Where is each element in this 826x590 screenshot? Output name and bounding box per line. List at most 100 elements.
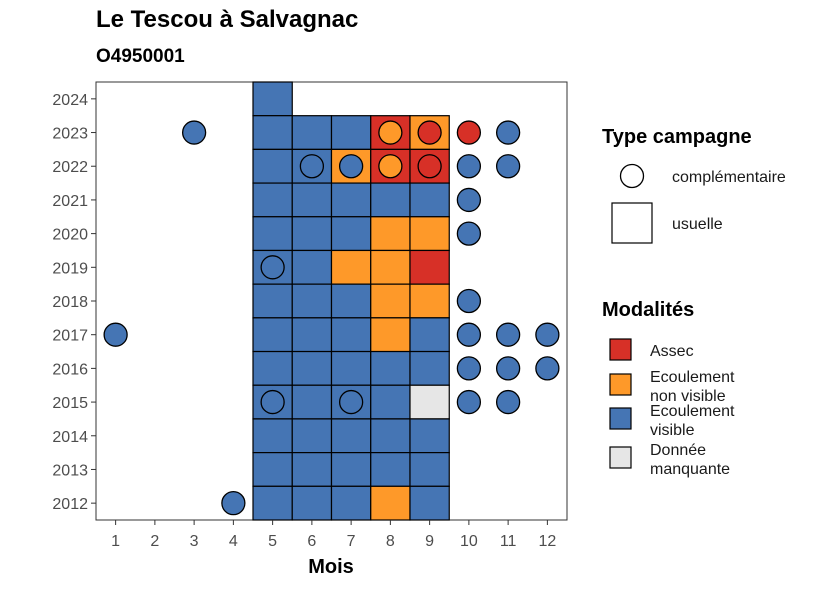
tile-usuelle-2021-7 (330, 182, 372, 218)
y-tick-label: 2012 (52, 496, 88, 513)
x-tick-label: 6 (307, 533, 316, 550)
tile-usuelle-2021-5 (252, 182, 293, 218)
tile-usuelle-2021-9 (409, 182, 450, 218)
tile-usuelle-2017-5 (252, 317, 293, 353)
tile-usuelle-2014-9 (409, 418, 450, 454)
x-tick-label: 10 (460, 533, 478, 550)
tile-usuelle-2012-9 (409, 485, 450, 521)
tile-usuelle-2023-7 (330, 115, 372, 150)
tile-usuelle-2012-6 (291, 485, 333, 521)
legend-key-1 (609, 373, 632, 396)
tile-usuelle-2020-9 (409, 216, 450, 252)
y-tick-label: 2014 (52, 429, 88, 446)
tile-usuelle-2017-9 (409, 317, 450, 353)
tile-usuelle-2012-5 (252, 485, 293, 521)
tile-usuelle-2016-7 (330, 350, 372, 386)
legend: Type campagne complémentaire usuelle Modali… (602, 126, 786, 478)
point-complementaire-2017-12 (535, 322, 560, 347)
point-complementaire-2015-7 (338, 389, 364, 415)
tile-usuelle-2020-6 (291, 216, 333, 252)
point-complementaire-2023-10 (456, 120, 482, 145)
legend-modalites-title: Modalités (602, 299, 694, 321)
y-tick-label: 2015 (52, 395, 88, 412)
point-complementaire-2019-5 (260, 255, 285, 280)
tile-usuelle-2013-6 (291, 452, 333, 487)
legend-label-0: Assec (650, 343, 694, 360)
point-complementaire-2015-11 (495, 389, 521, 415)
point-complementaire-2023-8 (378, 120, 403, 145)
x-tick-label: 2 (150, 533, 159, 550)
tile-usuelle-2017-6 (291, 317, 333, 353)
tile-usuelle-2024-5 (252, 81, 293, 117)
legend-key-2 (609, 407, 632, 430)
tile-usuelle-2014-7 (330, 418, 372, 454)
legend-label-1: non visible (650, 388, 726, 405)
x-tick-label: 5 (268, 533, 277, 550)
tile-usuelle-2017-7 (330, 317, 372, 353)
x-tick-label: 1 (111, 533, 120, 550)
point-complementaire-2022-11 (495, 154, 521, 179)
point-complementaire-2018-10 (456, 288, 482, 314)
point-complementaire-2022-10 (456, 154, 482, 179)
tile-usuelle-2018-7 (330, 283, 372, 319)
tile-usuelle-2013-7 (330, 452, 372, 487)
chart-title: Le Tescou à Salvagnac (96, 6, 359, 33)
point-complementaire-2012-4 (221, 491, 246, 516)
point-complementaire-2016-11 (495, 356, 521, 381)
tile-usuelle-2018-9 (409, 283, 450, 319)
y-tick-label: 2013 (52, 462, 88, 479)
tile-usuelle-2012-8 (370, 485, 411, 521)
legend-complementaire-key (619, 163, 645, 189)
tile-usuelle-2021-6 (291, 182, 333, 218)
legend-label-3: manquante (650, 461, 730, 478)
axes: 1 2 3 4 5 6 7 8 9 10 11 122012201320142015201620172… (52, 92, 556, 550)
tile-usuelle-2019-8 (370, 249, 411, 285)
y-tick-label: 2022 (52, 159, 88, 176)
y-tick-label: 2020 (52, 227, 88, 244)
legend-type-title: Type campagne (602, 126, 752, 148)
tile-usuelle-2019-6 (291, 249, 333, 285)
point-complementaire-2017-1 (103, 322, 128, 347)
legend-usuelle-label: usuelle (672, 216, 723, 233)
legend-key-3 (609, 446, 632, 469)
point-complementaire-2023-3 (181, 120, 207, 145)
tile-usuelle-2019-7 (330, 249, 372, 285)
point-complementaire-2022-7 (338, 154, 364, 179)
legend-label-3: Donnée (650, 442, 706, 459)
tile-usuelle-2013-9 (409, 452, 450, 487)
tile-usuelle-2021-8 (370, 182, 411, 218)
x-tick-label: 3 (190, 533, 199, 550)
point-complementaire-2017-10 (456, 322, 482, 347)
x-tick-label: 4 (229, 533, 238, 550)
x-tick-label: 8 (386, 533, 395, 550)
tile-usuelle-2019-9 (409, 249, 450, 285)
tile-usuelle-2012-7 (330, 485, 372, 521)
y-tick-label: 2021 (52, 193, 88, 210)
point-complementaire-2022-9 (417, 154, 442, 179)
tile-usuelle-2016-6 (291, 350, 333, 386)
point-complementaire-2016-10 (456, 356, 482, 381)
point-complementaire-2017-11 (495, 322, 521, 347)
tile-usuelle-2017-8 (370, 317, 411, 353)
tile-usuelle-2016-5 (252, 350, 293, 386)
plot-area (95, 81, 568, 521)
tile-usuelle-2023-5 (252, 115, 293, 150)
tile-usuelle-2015-8 (370, 384, 411, 420)
point-complementaire-2022-6 (299, 154, 325, 179)
y-tick-label: 2023 (52, 126, 88, 143)
x-axis-title: Mois (308, 556, 354, 578)
x-tick-label: 12 (538, 533, 556, 550)
legend-key-0 (609, 338, 632, 361)
tile-usuelle-2018-6 (291, 283, 333, 319)
x-tick-label: 9 (425, 533, 434, 550)
legend-usuelle-key (611, 202, 653, 244)
legend-label-2: visible (650, 422, 695, 439)
tile-usuelle-2020-7 (330, 216, 372, 252)
legend-complementaire-label: complémentaire (672, 169, 786, 186)
x-tick-label: 11 (500, 533, 517, 550)
tile-usuelle-2020-8 (370, 216, 411, 252)
tile-usuelle-2014-8 (370, 418, 411, 454)
tile-usuelle-2015-6 (291, 384, 333, 420)
tile-usuelle-2016-9 (409, 350, 450, 386)
